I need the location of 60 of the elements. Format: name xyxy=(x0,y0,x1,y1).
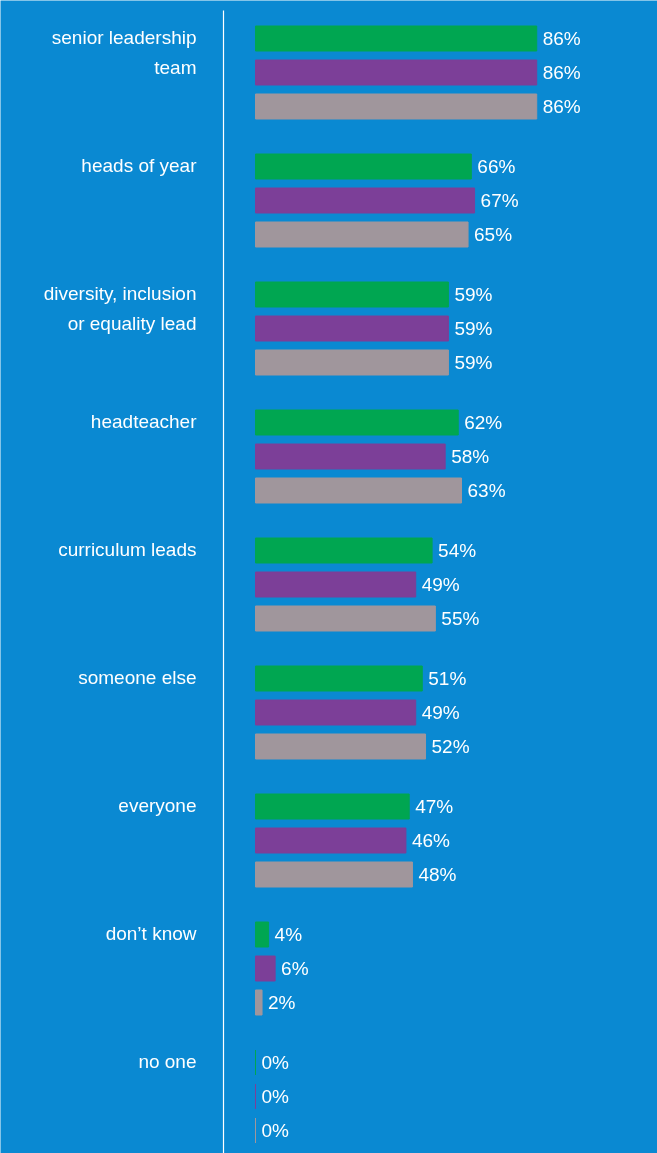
data-label: 65% xyxy=(474,224,513,245)
bar xyxy=(255,187,476,214)
data-label: 48% xyxy=(418,864,457,885)
data-label: 49% xyxy=(421,574,460,595)
data-label: 4% xyxy=(274,924,303,945)
bar xyxy=(255,571,417,598)
bar xyxy=(255,349,449,376)
bar xyxy=(255,221,469,248)
data-label: 47% xyxy=(415,796,454,817)
data-label: 6% xyxy=(281,958,309,979)
y-tick-label: curriculum leads xyxy=(58,538,197,560)
y-tick-label: someone else xyxy=(78,666,197,688)
y-tick-label: everyone xyxy=(118,794,197,816)
bar xyxy=(255,605,436,632)
data-label: 52% xyxy=(431,736,470,757)
bar xyxy=(255,537,433,564)
bar xyxy=(255,955,276,982)
bar xyxy=(255,153,472,180)
data-label: 59% xyxy=(454,352,493,373)
data-label: 86% xyxy=(542,96,581,117)
y-tick-label: heads of year xyxy=(81,154,198,176)
data-label: 59% xyxy=(454,318,493,339)
bar xyxy=(255,665,423,692)
data-label: 46% xyxy=(411,830,451,851)
data-label: 58% xyxy=(451,446,490,467)
bar xyxy=(255,281,449,308)
y-tick-label: diversity, inclusion or equality lead xyxy=(43,282,197,334)
data-label: 49% xyxy=(421,702,460,723)
bar xyxy=(255,315,449,342)
y-tick-label: don’t know xyxy=(105,922,197,944)
bar xyxy=(255,921,270,948)
data-label: 62% xyxy=(464,412,503,433)
data-label: 2% xyxy=(268,992,296,1013)
y-tick-label: senior leadership team xyxy=(51,26,197,78)
bar xyxy=(255,793,410,820)
data-label: 67% xyxy=(480,190,519,211)
bar xyxy=(255,409,459,436)
data-label: 86% xyxy=(542,28,581,49)
data-label: 55% xyxy=(441,608,480,629)
bar xyxy=(255,989,263,1016)
bar xyxy=(255,861,413,888)
bar xyxy=(255,25,538,52)
data-label: 0% xyxy=(261,1120,290,1141)
data-label: 66% xyxy=(477,156,516,177)
bar xyxy=(255,93,538,120)
bar xyxy=(255,59,538,86)
data-label: 0% xyxy=(261,1086,290,1107)
y-tick-label: no one xyxy=(138,1050,197,1072)
bar xyxy=(255,477,463,504)
data-label: 51% xyxy=(428,668,467,689)
data-label: 86% xyxy=(542,62,581,83)
data-label: 63% xyxy=(467,480,506,501)
bar xyxy=(255,699,417,726)
bar xyxy=(255,443,446,470)
bar xyxy=(255,733,427,760)
y-tick-label: headteacher xyxy=(90,410,198,432)
data-label: 54% xyxy=(438,540,477,561)
data-label: 0% xyxy=(261,1052,290,1073)
data-label: 59% xyxy=(454,284,493,305)
bar xyxy=(255,827,407,854)
